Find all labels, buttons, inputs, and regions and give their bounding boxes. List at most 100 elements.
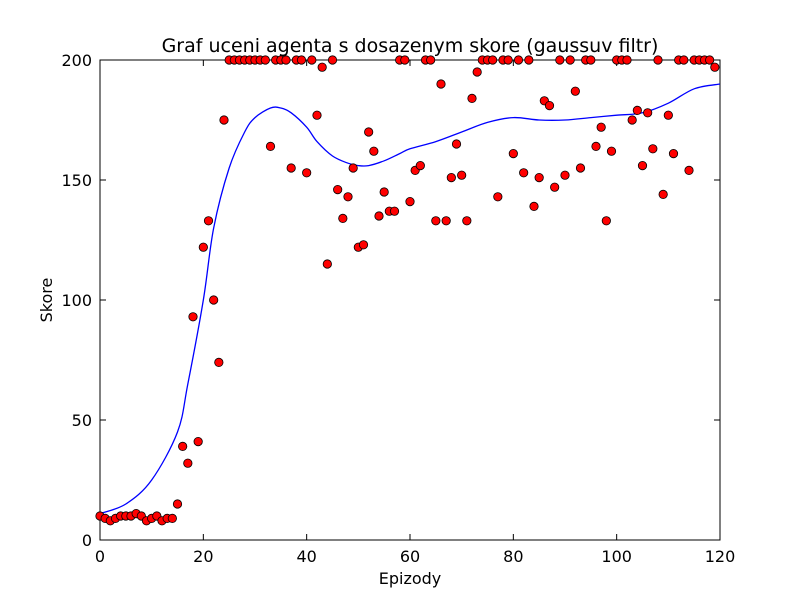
score-point	[462, 216, 472, 226]
score-point	[560, 170, 570, 180]
score-point	[405, 197, 415, 207]
score-point	[575, 163, 586, 173]
score-point	[679, 55, 689, 65]
score-point	[710, 62, 720, 72]
score-point	[570, 86, 580, 96]
x-tick-label: 100	[601, 547, 632, 566]
score-point	[312, 110, 322, 120]
score-point	[451, 139, 462, 149]
score-point	[601, 216, 611, 226]
score-point	[327, 55, 338, 65]
score-point	[705, 55, 715, 65]
score-point	[529, 201, 539, 211]
score-point	[307, 55, 317, 65]
score-point	[446, 173, 456, 183]
score-point	[296, 55, 307, 65]
score-point	[643, 108, 653, 118]
score-point	[653, 55, 663, 65]
score-point	[265, 141, 276, 151]
score-point	[302, 168, 312, 178]
score-point	[493, 192, 503, 202]
score-point	[209, 295, 219, 305]
score-point	[322, 259, 332, 269]
score-point	[214, 357, 224, 367]
x-axis-ticks: 0 20 40 60 80 100 120	[95, 60, 735, 566]
y-tick-label: 50	[72, 411, 92, 430]
score-point	[550, 182, 560, 192]
score-point	[183, 458, 193, 468]
score-point	[637, 161, 648, 171]
y-tick-label: 100	[61, 291, 92, 310]
score-point	[167, 513, 177, 524]
score-point	[472, 67, 482, 77]
y-tick-label: 150	[61, 171, 92, 190]
score-point	[622, 55, 632, 65]
score-point	[219, 115, 229, 125]
score-point	[389, 206, 400, 216]
plot-area: 0 20 40 60 80 100 120 0 50 100 150 200	[61, 51, 735, 566]
score-point	[668, 149, 679, 159]
x-axis-label: Epizody	[379, 569, 442, 588]
x-tick-label: 120	[705, 547, 736, 566]
x-tick-label: 80	[503, 547, 523, 566]
score-point	[333, 185, 343, 195]
score-point	[400, 55, 410, 65]
score-point	[358, 240, 369, 250]
smoothed-line-series	[99, 83, 721, 515]
y-axis-ticks: 0 50 100 150 200	[61, 51, 720, 550]
x-tick-label: 60	[400, 547, 420, 566]
score-point	[627, 115, 637, 125]
score-point	[519, 168, 529, 178]
score-point	[467, 93, 477, 104]
score-point	[369, 146, 379, 156]
score-point	[513, 55, 524, 65]
score-point	[348, 163, 358, 173]
score-point	[198, 242, 208, 252]
score-point	[596, 122, 606, 132]
score-point	[172, 499, 183, 509]
score-point	[193, 436, 203, 447]
score-point	[426, 55, 436, 65]
x-tick-label: 20	[193, 547, 213, 566]
score-point	[338, 213, 348, 223]
score-point	[260, 55, 270, 65]
score-point	[178, 441, 188, 451]
score-point	[663, 110, 673, 120]
x-tick-label: 0	[95, 547, 105, 566]
y-tick-label: 200	[61, 51, 92, 70]
chart-title: Graf uceni agenta s dosazenym skore (gau…	[162, 35, 659, 57]
score-point	[658, 189, 668, 199]
score-point	[524, 55, 534, 65]
score-point	[565, 55, 575, 65]
score-point	[317, 62, 327, 72]
plot-frame	[99, 59, 721, 541]
score-point	[379, 187, 389, 197]
score-point	[286, 163, 296, 173]
score-point	[632, 105, 642, 116]
score-point	[606, 146, 617, 156]
score-point	[684, 165, 694, 175]
score-point	[364, 127, 374, 137]
score-point	[534, 173, 544, 183]
score-point	[188, 312, 198, 322]
score-point	[436, 79, 446, 89]
score-point	[281, 55, 291, 65]
score-point	[488, 55, 498, 65]
score-point	[503, 55, 513, 65]
score-point	[508, 149, 518, 159]
score-point	[586, 55, 596, 65]
score-point	[544, 101, 555, 111]
y-axis-label: Skore	[37, 278, 56, 323]
score-point	[203, 216, 214, 226]
score-point	[343, 192, 353, 202]
x-tick-label: 40	[296, 547, 316, 566]
score-point	[648, 144, 658, 154]
score-point	[457, 170, 467, 180]
score-points-series	[95, 55, 720, 526]
y-tick-label: 0	[82, 531, 92, 550]
score-point	[374, 211, 384, 221]
score-point	[591, 141, 601, 151]
score-point	[431, 216, 441, 226]
score-point	[415, 161, 425, 171]
